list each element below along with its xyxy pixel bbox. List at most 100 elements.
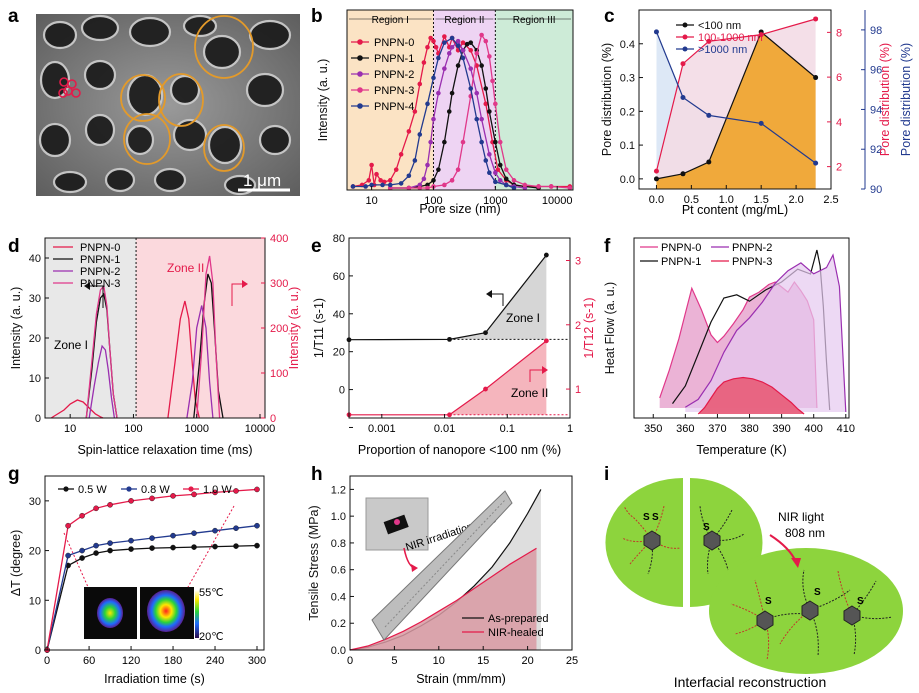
data-point	[406, 173, 412, 179]
data-point	[412, 158, 418, 163]
data-point	[460, 40, 466, 45]
data-point	[233, 525, 239, 532]
legend-label: PNPN-0	[80, 242, 120, 254]
y-tick-label: 30	[29, 293, 41, 305]
legend-label: PNPN-2	[374, 69, 414, 81]
legend-label: PNPN-2	[732, 242, 772, 254]
x-tick-label: 1	[567, 423, 573, 435]
panel-a: 1 μm	[36, 14, 300, 196]
y2-tick-label: 100	[270, 368, 288, 380]
data-point	[442, 34, 447, 39]
plot-frame	[346, 9, 574, 191]
data-point	[406, 185, 412, 191]
series-line-left	[88, 344, 116, 419]
y-tick-label: 20	[29, 546, 41, 558]
data-point	[436, 90, 441, 96]
x-tick-label: 300	[248, 655, 266, 667]
panel-label-h: h	[311, 464, 323, 485]
y3-tick-label: 96	[870, 65, 882, 77]
data-point	[350, 184, 356, 189]
data-point	[468, 86, 474, 91]
nanoparticles	[643, 530, 861, 631]
x-tick-label: 390	[772, 423, 790, 435]
data-point	[468, 66, 474, 71]
legend-label: PNPN-1	[80, 254, 120, 266]
data-point	[149, 495, 155, 502]
axis-arrowhead	[542, 366, 548, 374]
data-point	[493, 101, 498, 107]
x-tick-label: 240	[206, 655, 224, 667]
sample-spot	[394, 519, 400, 525]
data-point	[464, 41, 470, 47]
data-point	[813, 75, 819, 81]
data-point	[487, 109, 492, 114]
y-axis-label: Pore distribution (%)	[600, 43, 614, 156]
zone-band	[45, 238, 137, 418]
data-point	[449, 178, 455, 183]
data-point	[128, 498, 134, 504]
x-tick-label: 15	[477, 655, 489, 667]
area-fill	[449, 255, 547, 340]
panel-g-thermal-images: 55℃ 20℃	[63, 505, 235, 643]
y3-tick-label: 94	[870, 104, 882, 116]
legend-marker	[357, 71, 363, 77]
data-point	[191, 530, 197, 536]
data-point	[706, 159, 712, 165]
data-point	[479, 116, 484, 122]
data-point	[487, 152, 492, 157]
y-tick-label: 0.2	[620, 106, 635, 118]
data-point	[393, 167, 399, 172]
y-tick-label: 0.0	[331, 645, 346, 657]
area-fill	[350, 548, 537, 650]
data-point	[493, 139, 498, 145]
x-axis-label: Pt content (mg/mL)	[682, 203, 788, 217]
panel-label-e: e	[311, 236, 322, 257]
x-tick-label: 0.1	[500, 423, 515, 435]
y2-tick-label: 400	[270, 233, 288, 245]
y-tick-label: 0.3	[620, 73, 635, 85]
data-point	[455, 63, 461, 68]
data-point	[421, 176, 427, 182]
chart-f: 350 360 370 380 390 400 410 Temperature (K) Heat…	[603, 237, 855, 457]
thermal-pointer-1	[63, 532, 89, 588]
axis-arrowhead	[486, 290, 492, 298]
data-point	[483, 101, 489, 107]
chart-h: 0 5 10 15 20 25 0.0 0.2 0.4 0.6 0.8 1.0 1.2 Strain (m…	[307, 475, 578, 686]
x-axis-label: Spin-lattice relaxation time (ms)	[77, 443, 252, 457]
y-tick-label: 30	[29, 496, 41, 508]
data-point	[431, 75, 436, 81]
legend-label: <100 nm	[698, 20, 741, 32]
panel-i: S S S S S S NIR light 808 nm Interfacial…	[605, 478, 903, 690]
data-point	[107, 540, 113, 546]
legend-label: PNPN-3	[374, 85, 414, 97]
plot-frame	[638, 9, 832, 190]
series-line	[349, 340, 547, 416]
data-point	[378, 178, 383, 183]
sem-highlight-rings	[120, 15, 254, 172]
y-tick-label: 1.2	[331, 484, 346, 496]
axis-arrow-right	[529, 369, 544, 382]
stretched-film	[371, 490, 513, 641]
x-tick-label: 0	[347, 655, 353, 667]
data-point	[543, 338, 549, 344]
y-tick-label: 0	[339, 385, 345, 397]
data-point	[446, 109, 452, 114]
data-point	[479, 32, 484, 38]
y2-tick-label: 8	[836, 27, 842, 39]
panel-label-d: d	[8, 236, 20, 257]
chart-g: 0 60 120 180 240 300 0 10 20 30 Irradiation time (…	[9, 475, 266, 686]
data-point	[425, 101, 430, 107]
thermal-pointer-2	[187, 505, 235, 588]
data-point	[442, 66, 447, 71]
x-tick-label: 60	[83, 655, 95, 667]
y-tick-label: 20	[29, 333, 41, 345]
legend-label: NIR-healed	[488, 627, 544, 639]
y-tick-label: 60	[333, 271, 345, 283]
x-tick-label: 0.001	[368, 423, 396, 435]
y-tick-label: 0.8	[331, 538, 346, 550]
data-point	[170, 544, 176, 551]
x-tick-label: 10000	[542, 195, 573, 207]
x-tick-label: 10	[64, 423, 76, 435]
legend-label: 100-1000 nm	[698, 32, 763, 44]
